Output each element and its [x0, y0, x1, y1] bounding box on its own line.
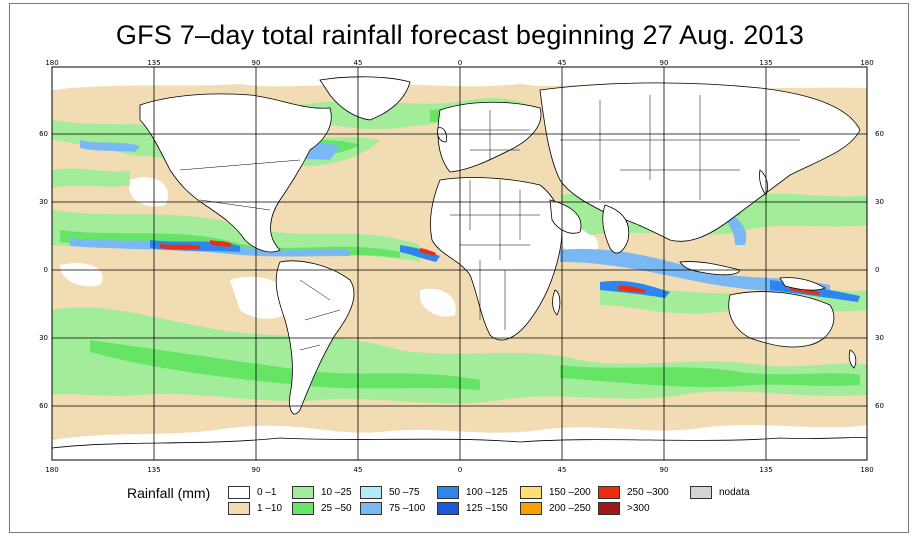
lat-tick-left: 30: [39, 334, 48, 342]
lon-tick-bottom: 180: [860, 466, 874, 474]
legend-swatch: [228, 485, 250, 499]
lon-tick-top: 45: [353, 59, 363, 67]
lat-tick-left: 0: [43, 266, 48, 274]
landmass-australia: [728, 291, 835, 348]
legend-item: 150 –200: [520, 485, 591, 499]
legend-label: 1 –10: [257, 502, 283, 514]
lon-tick-top: 135: [759, 59, 773, 67]
legend-swatch: [292, 485, 314, 499]
lat-tick-right: 0: [875, 266, 880, 274]
legend-label: 50 –75: [389, 486, 420, 498]
lat-tick-right: 60: [875, 130, 884, 138]
landmass-north-america: [139, 93, 332, 253]
legend-swatch: [520, 501, 542, 515]
legend-label: nodata: [719, 486, 750, 498]
legend-label: 200 –250: [549, 502, 591, 514]
lon-tick-bottom: 45: [557, 466, 567, 474]
lon-tick-bottom: 135: [759, 466, 773, 474]
lon-tick-top: 180: [860, 59, 874, 67]
map-title: GFS 7–day total rainfall forecast beginn…: [115, 20, 805, 50]
legend-label: 100 –125: [466, 486, 508, 498]
legend-item: 125 –150: [437, 501, 508, 515]
legend-swatch: [228, 501, 250, 515]
legend-swatch: [690, 485, 712, 499]
legend-item: 25 –50: [292, 501, 352, 515]
landmass-madagascar: [552, 289, 561, 316]
legend-item: 250 –300: [598, 485, 669, 499]
dry-patch-north-pacific: [129, 177, 169, 207]
legend-item: >300: [598, 501, 650, 515]
lon-tick-bottom: 0: [457, 466, 463, 474]
legend-swatch: [598, 501, 620, 515]
lat-tick-left: 30: [39, 198, 48, 206]
lon-tick-bottom: 45: [353, 466, 363, 474]
lon-tick-top: 90: [251, 59, 261, 67]
landmass-greenland: [319, 76, 411, 121]
legend-swatch: [360, 485, 382, 499]
legend-swatch: [360, 501, 382, 515]
lon-tick-top: 0: [457, 59, 463, 67]
legend-item: 1 –10: [228, 501, 282, 515]
legend-label: 150 –200: [549, 486, 591, 498]
lat-tick-right: 30: [875, 334, 884, 342]
country-borders: [179, 95, 800, 351]
legend-item: 75 –100: [360, 501, 425, 515]
legend-label: >300: [627, 502, 650, 514]
legend-item: 10 –25: [292, 485, 352, 499]
legend-swatch: [437, 485, 459, 499]
landmass-indonesia: [679, 261, 741, 276]
lon-tick-bottom: 135: [147, 466, 161, 474]
dry-patch-south-atlantic: [420, 288, 456, 317]
legend-label: 75 –100: [389, 502, 426, 514]
lon-tick-bottom: 90: [659, 466, 669, 474]
landmass-india: [602, 204, 630, 254]
dry-patch-nw-pacific: [60, 262, 103, 287]
graticule: [52, 67, 867, 460]
landmass-new-guinea: [779, 277, 826, 291]
landmass-new-zealand: [848, 349, 857, 369]
map-border: [51, 66, 868, 461]
legend-label: 250 –300: [627, 486, 669, 498]
lat-tick-left: 60: [39, 130, 48, 138]
lon-tick-top: 45: [557, 59, 567, 67]
legend-swatch: [437, 501, 459, 515]
legend-item: 0 –1: [228, 485, 276, 499]
legend-title: Rainfall (mm): [127, 485, 211, 501]
legend-swatch: [292, 501, 314, 515]
legend-swatch: [520, 485, 542, 499]
lon-tick-bottom: 180: [45, 466, 59, 474]
lon-tick-top: 135: [147, 59, 161, 67]
legend-label: 0 –1: [257, 486, 277, 498]
legend-item: 100 –125: [437, 485, 508, 499]
landmass-arabia: [549, 199, 582, 234]
lon-tick-top: 180: [45, 59, 59, 67]
lat-tick-right: 60: [875, 402, 884, 410]
lat-tick-right: 30: [875, 198, 884, 206]
lon-tick-bottom: 90: [251, 466, 261, 474]
legend-label: 125 –150: [466, 502, 508, 514]
legend-item: nodata: [690, 485, 750, 499]
legend-swatch: [598, 485, 620, 499]
legend-item: 200 –250: [520, 501, 591, 515]
legend-item: 50 –75: [360, 485, 420, 499]
lon-tick-top: 90: [659, 59, 669, 67]
landmass-africa: [430, 177, 563, 341]
legend-label: 25 –50: [321, 502, 352, 514]
legend-label: 10 –25: [321, 486, 352, 498]
lat-tick-left: 60: [39, 402, 48, 410]
